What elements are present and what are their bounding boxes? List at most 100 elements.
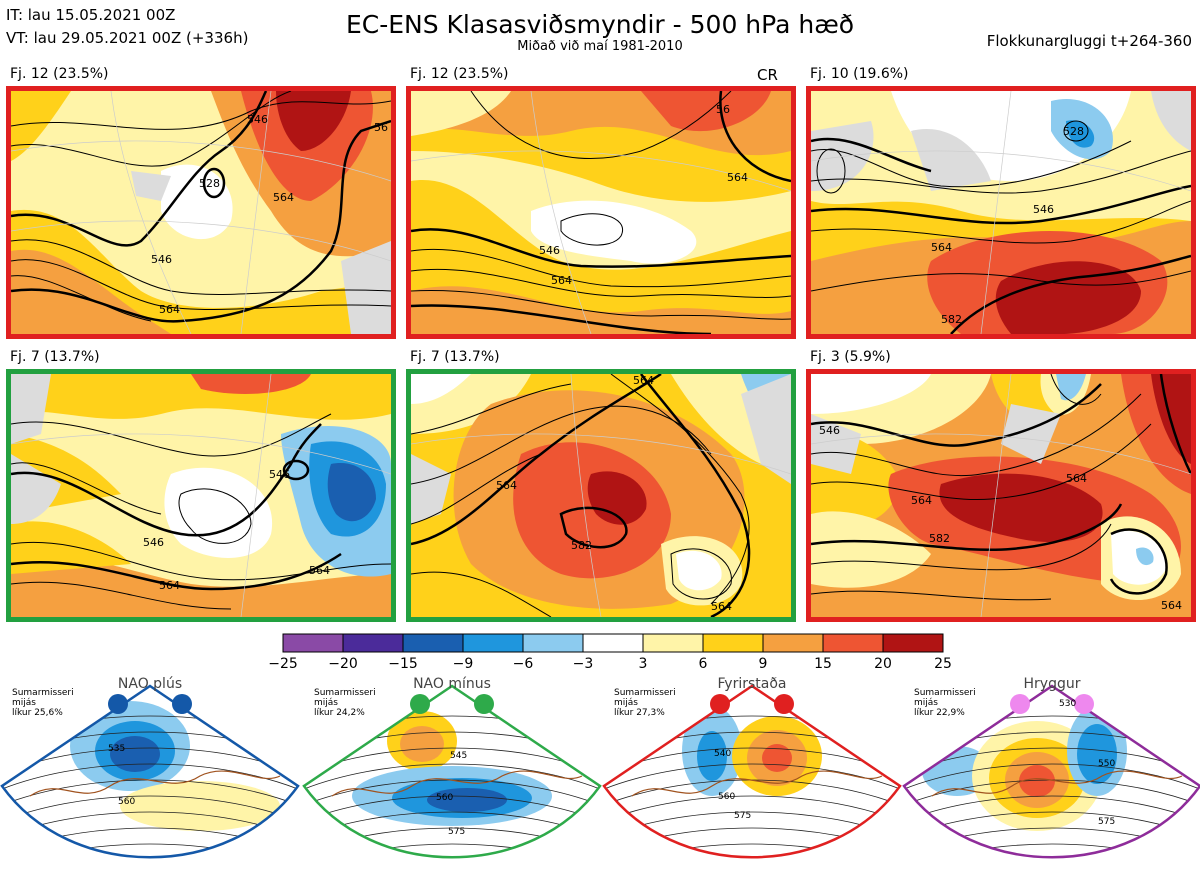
regime-name: Hryggur xyxy=(1023,676,1081,692)
regime-dot xyxy=(774,694,794,714)
colorbar-tick-label: −25 xyxy=(268,656,298,672)
colorbar-tick-label: −15 xyxy=(388,656,418,672)
contour-label: 564 xyxy=(551,274,572,287)
panel-2-marker: CR xyxy=(757,66,778,84)
regime-dot xyxy=(108,694,128,714)
regime-info-line: Sumarmisseri xyxy=(12,688,74,698)
regime-contour-label: 575 xyxy=(734,811,751,821)
panel-1-svg: 546 528 564 546 564 56 xyxy=(11,91,391,334)
panel-4-map[interactable]: 546 546 564 564 xyxy=(6,369,396,622)
coastline xyxy=(931,770,1183,797)
regime-dot xyxy=(172,694,192,714)
height-contour xyxy=(904,795,1200,827)
regime-info-line: líkur 24,2% xyxy=(314,708,365,718)
contour-label: 564 xyxy=(309,564,330,577)
regime-info-line: líkur 27,3% xyxy=(614,708,665,718)
contour-label: 546 xyxy=(539,244,560,257)
anomaly-patch xyxy=(1019,765,1055,797)
page-subtitle: Miðað við maí 1981-2010 xyxy=(517,39,683,54)
anomaly-patch xyxy=(110,736,160,772)
panel-5-label: Fj. 7 (13.7%) xyxy=(410,349,500,365)
contour-label: 56 xyxy=(374,121,388,134)
regime-4[interactable]: 530 550 575 Hryggur Sumarmisseri mijás líkur 2… xyxy=(902,676,1200,871)
regime-frame xyxy=(902,684,1200,859)
panel-5-svg: 564 564 582 564 xyxy=(411,374,791,617)
colorbar-tick-label: 6 xyxy=(698,656,708,672)
regime-info-line: mijás xyxy=(914,698,938,708)
regime-1[interactable]: 535 560 NAO plús Sumarmisseri mijás líkur 25,… xyxy=(0,676,300,871)
regime-info: Sumarmisseri mijás líkur 24,2% xyxy=(314,688,376,718)
regime-name: NAO mínus xyxy=(413,676,491,692)
regime-4-map: 530 550 575 xyxy=(902,684,1200,859)
regime-contour-label: 575 xyxy=(1098,817,1115,827)
coastline xyxy=(631,770,883,797)
contour-label: 564 xyxy=(1161,599,1182,612)
panel-2-map[interactable]: 56 546 564 564 xyxy=(406,86,796,339)
regime-dot xyxy=(474,694,494,714)
contour-label: 582 xyxy=(571,539,592,552)
colorbar-segment xyxy=(762,633,824,653)
regime-info-line: Sumarmisseri xyxy=(314,688,376,698)
panel-5-map[interactable]: 564 564 582 564 xyxy=(406,369,796,622)
contour-label: 564 xyxy=(159,579,180,592)
regime-contour-label: 540 xyxy=(714,749,731,759)
panel-6-svg: 546 564 582 564 564 xyxy=(811,374,1191,617)
contour-label: 582 xyxy=(941,313,962,326)
regime-info-line: mijás xyxy=(12,698,36,708)
regime-contour-label: 560 xyxy=(436,793,453,803)
anomaly-patch xyxy=(427,788,507,812)
contour-label: 546 xyxy=(151,253,172,266)
panel-1-map[interactable]: 546 528 564 546 564 56 xyxy=(6,86,396,339)
anomaly-patch xyxy=(120,781,280,831)
colorbar-svg xyxy=(282,633,944,653)
regime-contour-label: 550 xyxy=(1098,759,1115,769)
regime-name: NAO plús xyxy=(117,676,183,692)
colorbar-tick-label: 25 xyxy=(934,656,952,672)
contour-label: 564 xyxy=(727,171,748,184)
colorbar-segment xyxy=(282,633,344,653)
colorbar-tick-label: 9 xyxy=(758,656,768,672)
contour-label: 564 xyxy=(159,303,180,316)
anomaly-patch xyxy=(697,731,727,781)
panel-3-map[interactable]: 528 546 564 582 xyxy=(806,86,1196,339)
height-contour xyxy=(604,795,900,827)
colorbar-segment xyxy=(642,633,704,653)
regime-info-line: mijás xyxy=(614,698,638,708)
contour-label: 546 xyxy=(819,424,840,437)
colorbar-tick-label: −9 xyxy=(452,656,474,672)
contour-label: 564 xyxy=(273,191,294,204)
classification-window: Flokkunargluggi t+264-360 xyxy=(986,32,1192,50)
contour-label: 564 xyxy=(931,241,952,254)
regime-contour-label: 535 xyxy=(108,744,125,754)
height-contour xyxy=(304,763,600,795)
initial-time: IT: lau 15.05.2021 00Z xyxy=(6,6,176,24)
colorbar-segment xyxy=(822,633,884,653)
colorbar-segment xyxy=(582,633,644,653)
regime-frame xyxy=(602,684,902,859)
height-contour xyxy=(604,763,900,795)
panel-6-map[interactable]: 546 564 582 564 564 xyxy=(806,369,1196,622)
height-contour xyxy=(904,763,1200,795)
contour-label: 546 xyxy=(269,468,290,481)
coastline xyxy=(331,770,583,797)
height-contour xyxy=(2,827,298,858)
regime-contour-label: 560 xyxy=(118,797,135,807)
anomaly-patch xyxy=(400,726,444,762)
regime-3[interactable]: 540 560 575 Fyrirstaða Sumarmisseri mijás líku… xyxy=(602,676,902,871)
height-contour xyxy=(904,827,1200,858)
panel-4-svg: 546 546 564 564 xyxy=(11,374,391,617)
regime-info-line: líkur 22,9% xyxy=(914,708,965,718)
colorbar-tick-label: 3 xyxy=(638,656,648,672)
height-contour xyxy=(304,843,600,858)
contour-label: 564 xyxy=(711,600,732,613)
page-title: EC-ENS Klasasviðsmyndir - 500 hPa hæð xyxy=(345,10,855,39)
regime-info-line: Sumarmisseri xyxy=(914,688,976,698)
regime-2[interactable]: 545 560 575 NAO mínus Sumarmisseri mijás líkur… xyxy=(302,676,602,871)
panel-6-label: Fj. 3 (5.9%) xyxy=(810,349,891,365)
colorbar-segment xyxy=(402,633,464,653)
regime-contour-label: 530 xyxy=(1059,699,1076,709)
regime-info: Sumarmisseri mijás líkur 27,3% xyxy=(614,688,676,718)
regime-dot xyxy=(410,694,430,714)
colorbar-tick-label: −3 xyxy=(572,656,594,672)
panel-3-label: Fj. 10 (19.6%) xyxy=(810,66,909,82)
